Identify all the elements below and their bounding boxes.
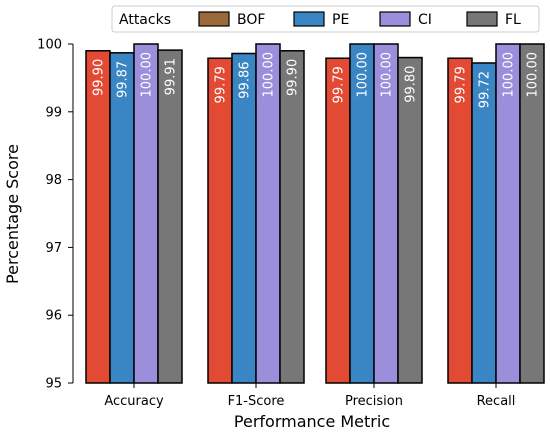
legend-swatch-fl xyxy=(466,11,498,27)
bar-value-label: 100.00 xyxy=(526,52,541,98)
legend-title: Attacks xyxy=(119,12,171,28)
bar-value-label: 100.00 xyxy=(502,52,517,98)
bar-pe-accuracy xyxy=(109,52,135,384)
bar-value-label: 100.00 xyxy=(356,52,371,98)
legend-swatch-pe xyxy=(293,11,325,27)
x-tick-label: Recall xyxy=(477,394,516,409)
bar-bof-precision xyxy=(325,57,351,384)
bar-fl-precision xyxy=(397,56,423,384)
bar-value-label: 99.80 xyxy=(404,66,419,103)
legend-label-bof: BOF xyxy=(237,12,265,28)
bar-value-label: 99.90 xyxy=(92,59,107,96)
x-axis-title: Performance Metric xyxy=(234,412,390,431)
bar-value-label: 100.00 xyxy=(140,52,155,98)
legend-label-ci: CI xyxy=(418,12,432,28)
bar-value-label: 99.87 xyxy=(116,61,131,98)
bar-bof-f1-score xyxy=(207,57,233,384)
bar-value-label: 100.00 xyxy=(380,52,395,98)
bar-value-label: 99.90 xyxy=(286,59,301,96)
y-tick-label: 95 xyxy=(45,377,62,392)
bar-ci-recall xyxy=(495,43,521,384)
bar-pe-recall xyxy=(471,62,497,384)
bar-fl-f1-score xyxy=(279,50,305,384)
bar-value-label: 100.00 xyxy=(262,52,277,98)
y-tick-label: 99 xyxy=(45,105,62,120)
bar-pe-f1-score xyxy=(231,52,257,384)
bar-value-label: 99.79 xyxy=(332,66,347,103)
legend-label-fl: FL xyxy=(505,12,521,28)
x-axis-ticks: Accuracy F1-Score Precision Recall xyxy=(104,383,515,409)
y-tick-label: 97 xyxy=(45,241,62,256)
bar-ci-accuracy xyxy=(133,43,159,384)
bar-value-label: 99.79 xyxy=(214,66,229,103)
x-tick-label: Accuracy xyxy=(104,394,164,409)
x-tick-label: Precision xyxy=(345,394,403,409)
y-tick-label: 100 xyxy=(37,38,62,53)
bar-bof-accuracy xyxy=(85,50,111,384)
bar-pe-precision xyxy=(349,43,375,384)
legend-swatch-bof xyxy=(198,11,230,27)
legend: Attacks BOF PE CI FL xyxy=(111,5,540,33)
y-tick-label: 98 xyxy=(45,173,62,188)
bar-value-label: 99.91 xyxy=(164,58,179,95)
bar-bof-recall xyxy=(447,57,473,384)
y-axis-title: Percentage Score xyxy=(3,144,22,284)
bar-fl-recall xyxy=(519,43,545,384)
bar-value-label: 99.86 xyxy=(238,61,253,98)
x-tick-label: F1-Score xyxy=(228,394,285,409)
bar-value-label: 99.79 xyxy=(454,66,469,103)
bar-fl-accuracy xyxy=(157,49,183,384)
bars-group: 99.90 99.87 100.00 99.91 99.79 99.86 100.00 99.… xyxy=(85,43,545,384)
y-axis-ticks: 95 96 97 98 99 100 xyxy=(37,38,73,392)
bar-ci-f1-score xyxy=(255,43,281,384)
y-tick-label: 96 xyxy=(45,309,62,324)
legend-label-pe: PE xyxy=(332,12,349,28)
bar-value-label: 99.72 xyxy=(478,71,493,108)
legend-swatch-ci xyxy=(379,11,411,27)
